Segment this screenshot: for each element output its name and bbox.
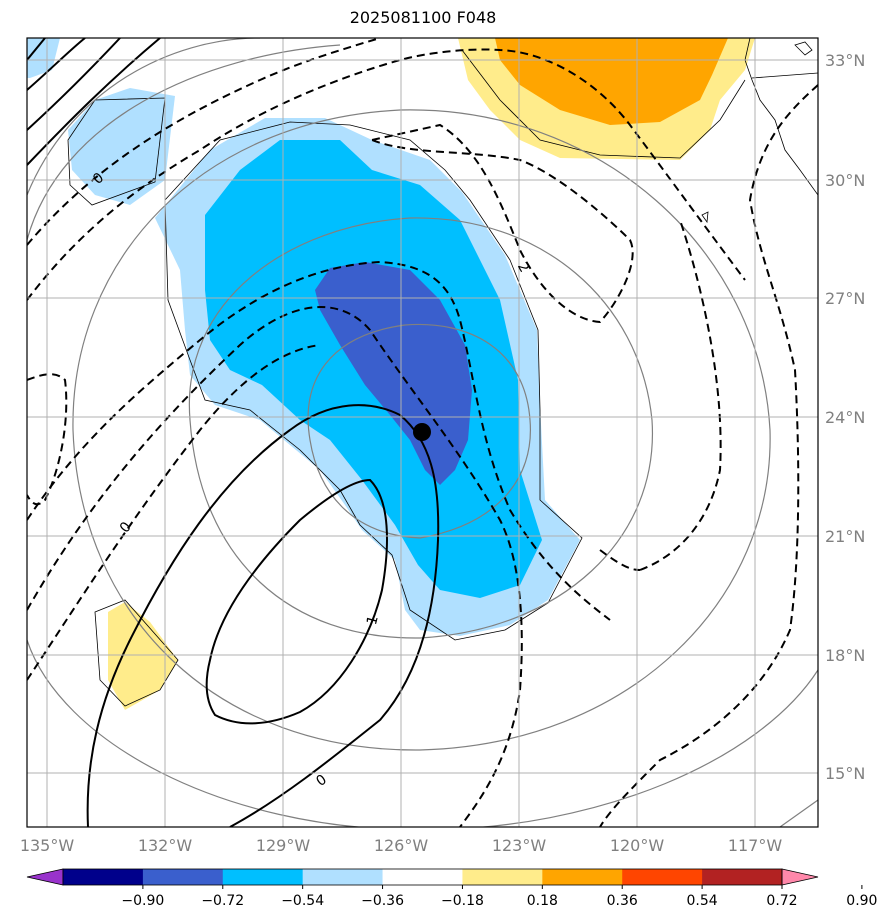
dashed-6 [368, 123, 634, 324]
lat-label: 24°N [825, 408, 865, 427]
gray-ring-2 [188, 217, 653, 639]
colorbar-tick-label: 0.54 [687, 893, 718, 909]
dashed-5 [27, 344, 321, 681]
dashed-4 [27, 306, 523, 827]
solid-zero-loop [86, 404, 440, 827]
colorbar [26, 868, 863, 889]
map-frame [26, 37, 819, 828]
lat-label: 33°N [825, 51, 865, 70]
gray-ring-3 [72, 109, 771, 751]
lon-label: 126°W [374, 836, 429, 855]
lon-label: 123°W [492, 836, 547, 855]
contour-label: 1 [364, 614, 382, 627]
colorbar-tick-label: −0.18 [441, 893, 484, 909]
colorbar-tick-label: −0.36 [361, 893, 404, 909]
lat-labels: 33°N 30°N 27°N 24°N 21°N 18°N 15°N [825, 51, 865, 783]
dashed-8 [599, 549, 641, 571]
shade-light-blue-corner [27, 38, 60, 78]
outline-sw [94, 599, 179, 707]
lat-label: 27°N [825, 289, 865, 308]
colorbar-segment [702, 869, 783, 885]
dashed-10 [599, 84, 818, 827]
shade-royal-blue [315, 262, 472, 485]
colorbar-tick-label: 0.72 [766, 893, 797, 909]
lat-label: 18°N [825, 646, 865, 665]
colorbar-segment [222, 869, 304, 885]
colorbar-extend-high [781, 868, 819, 886]
gray-ring-4 [27, 44, 818, 827]
colorbar-extend-low [26, 868, 64, 886]
solid-nw-3 [27, 38, 161, 166]
outline-blob-2 [701, 211, 709, 224]
solid-nw-1 [27, 38, 86, 91]
dashed-2 [27, 38, 381, 246]
filled-shading [27, 38, 755, 710]
colorbar-segment [462, 869, 543, 885]
storm-center-marker [413, 423, 431, 441]
colorbar-labels: −0.90 −0.72 −0.54 −0.36 −0.18 0.18 0.36 0.54 0.7… [121, 893, 877, 909]
dashed-3 [27, 260, 611, 621]
shade-light-blue-nw [68, 88, 175, 205]
dashed-contours [27, 38, 818, 827]
lon-label: 129°W [256, 836, 311, 855]
solid-contours [27, 38, 440, 827]
lon-label: 132°W [138, 836, 193, 855]
colorbar-segment [142, 869, 224, 885]
dashed-9 [27, 373, 68, 506]
dashed-1 [27, 48, 746, 301]
lon-labels: 135°W 132°W 129°W 126°W 123°W 120°W 117°… [20, 836, 783, 855]
lon-label: 120°W [610, 836, 665, 855]
lat-label: 30°N [825, 171, 865, 190]
gridlines [27, 38, 818, 827]
contour-label: 0 [117, 519, 135, 536]
solid-nw-4 [27, 38, 46, 61]
lat-label: 15°N [825, 764, 865, 783]
gray-ring-1 [307, 323, 532, 539]
colorbar-tick-label: 0.36 [607, 893, 638, 909]
colorbar-tick-label: 0.90 [846, 893, 877, 909]
colorbar-frame [62, 868, 783, 886]
shade-yellow-southwest [108, 602, 178, 710]
colorbar-tick-label: 0.18 [527, 893, 558, 909]
colorbar-tick-label: −0.54 [281, 893, 324, 909]
colorbar-tick-label: −0.90 [121, 893, 164, 909]
colorbar-segment [382, 869, 463, 885]
lon-label: 117°W [728, 836, 783, 855]
colorbar-segment [302, 869, 384, 885]
colorbar-segment [622, 869, 703, 885]
solid-nw-2 [27, 38, 121, 131]
lon-label: 135°W [20, 836, 75, 855]
colorbar-segment [542, 869, 623, 885]
outline-blob-1 [794, 41, 813, 56]
outline-coast [744, 38, 818, 196]
colorbar-tick-label: −0.72 [201, 893, 244, 909]
colorbar-segment [63, 869, 144, 885]
dashed-7 [639, 219, 722, 571]
plot-title: 2025081100 F048 [349, 8, 497, 27]
outline-coast-line [751, 72, 818, 79]
outline-north [461, 49, 746, 159]
lat-label: 21°N [825, 527, 865, 546]
contour-label: 0 [313, 772, 329, 790]
contour-label: 2 [514, 260, 532, 276]
